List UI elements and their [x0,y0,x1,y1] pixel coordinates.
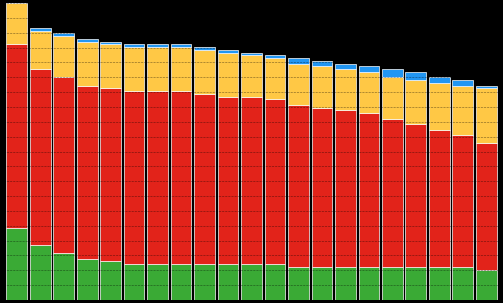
Bar [265,58,285,99]
Bar [100,44,121,88]
Bar [476,143,496,270]
Bar [359,113,379,267]
Bar [171,264,192,300]
Bar [194,94,215,264]
Bar [53,33,74,36]
Bar [147,44,168,47]
Bar [452,85,473,135]
Bar [194,264,215,300]
Bar [265,264,285,300]
Bar [194,50,215,94]
Bar [288,64,309,105]
Bar [476,85,496,88]
Bar [218,97,238,264]
Bar [405,124,426,267]
Bar [335,69,356,110]
Bar [452,80,473,85]
Bar [429,83,450,129]
Bar [30,31,51,69]
Bar [124,44,144,47]
Bar [405,72,426,80]
Bar [311,267,332,300]
Bar [452,135,473,267]
Bar [77,259,98,300]
Bar [311,61,332,66]
Bar [405,267,426,300]
Bar [288,267,309,300]
Bar [241,52,262,55]
Bar [77,39,98,42]
Bar [147,91,168,264]
Bar [288,105,309,267]
Bar [53,77,74,253]
Bar [382,69,403,77]
Bar [335,110,356,267]
Bar [359,66,379,72]
Bar [30,69,51,245]
Bar [147,264,168,300]
Bar [53,253,74,300]
Bar [194,47,215,50]
Bar [171,44,192,47]
Bar [124,47,144,91]
Bar [288,58,309,64]
Bar [452,267,473,300]
Bar [241,55,262,97]
Bar [265,55,285,58]
Bar [429,129,450,267]
Bar [359,72,379,113]
Bar [311,108,332,267]
Bar [7,44,27,228]
Bar [100,261,121,300]
Bar [100,88,121,261]
Bar [382,267,403,300]
Bar [382,77,403,118]
Bar [77,85,98,259]
Bar [241,97,262,264]
Bar [77,42,98,85]
Bar [124,91,144,264]
Bar [241,264,262,300]
Bar [124,264,144,300]
Bar [429,267,450,300]
Bar [30,245,51,300]
Bar [265,99,285,264]
Bar [218,50,238,52]
Bar [476,88,496,143]
Bar [335,267,356,300]
Bar [359,267,379,300]
Bar [218,52,238,97]
Bar [7,228,27,300]
Bar [218,264,238,300]
Bar [335,64,356,69]
Bar [429,77,450,83]
Bar [311,66,332,108]
Bar [53,36,74,77]
Bar [476,270,496,300]
Bar [30,28,51,31]
Bar [171,91,192,264]
Bar [147,47,168,91]
Bar [171,47,192,91]
Bar [405,80,426,124]
Bar [382,118,403,267]
Bar [100,42,121,44]
Bar [7,3,27,44]
